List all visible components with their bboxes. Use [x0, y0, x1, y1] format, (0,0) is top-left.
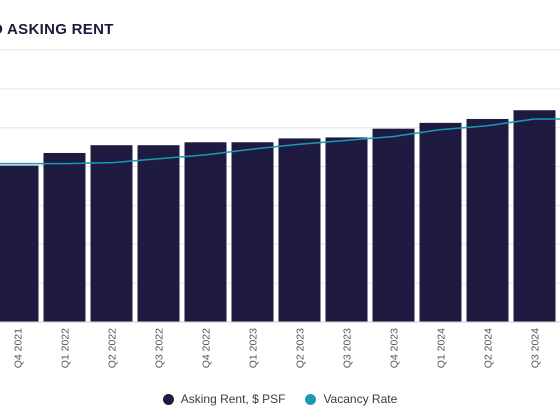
x-tick-label: Q1 2023: [248, 328, 260, 368]
x-tick-label: Q3 2023: [342, 328, 354, 368]
bar: [513, 110, 556, 322]
bar: [90, 145, 133, 322]
bar: [231, 142, 274, 322]
vacancy-rate-line: [0, 118, 560, 165]
legend-label-vacancy-rate: Vacancy Rate: [323, 392, 398, 406]
legend-swatch-vacancy-rate: [305, 393, 317, 405]
x-tick-label: Q2 2024: [483, 328, 495, 368]
legend-label-asking-rent: Asking Rent, $ PSF: [180, 392, 286, 406]
chart: Q4 2021 Q1 2022 Q2 2022 Q3 2022 Q4 2022 Q1 20…: [0, 49, 560, 368]
legend-item-vacancy-rate[interactable]: Vacancy Rate: [305, 392, 397, 406]
bar: [372, 128, 415, 322]
x-tick-label: Q1 2022: [60, 328, 72, 368]
bar: [184, 142, 227, 322]
legend-item-asking-rent[interactable]: Asking Rent, $ PSF: [162, 392, 286, 406]
bar: [43, 152, 86, 322]
x-tick-label: Q4 2022: [201, 328, 213, 368]
x-tick-label: Q3 2022: [154, 328, 166, 368]
x-tick-label: Q1 2024: [436, 328, 448, 368]
chart-title: D ASKING RENT: [0, 21, 114, 38]
bar: [0, 165, 39, 322]
x-tick-label: Q3 2024: [530, 328, 542, 368]
bar: [419, 122, 462, 322]
bar: [466, 118, 509, 322]
bar: [137, 145, 180, 322]
legend: Asking Rent, $ PSF Vacancy Rate: [0, 392, 560, 406]
legend-swatch-asking-rent: [162, 393, 174, 405]
bar: [278, 138, 321, 322]
bar: [325, 137, 368, 322]
x-tick-label: Q2 2022: [107, 328, 119, 368]
x-tick-label: Q4 2023: [389, 328, 401, 368]
x-tick-label: Q4 2021: [13, 328, 25, 368]
x-tick-label: Q2 2023: [295, 328, 307, 368]
